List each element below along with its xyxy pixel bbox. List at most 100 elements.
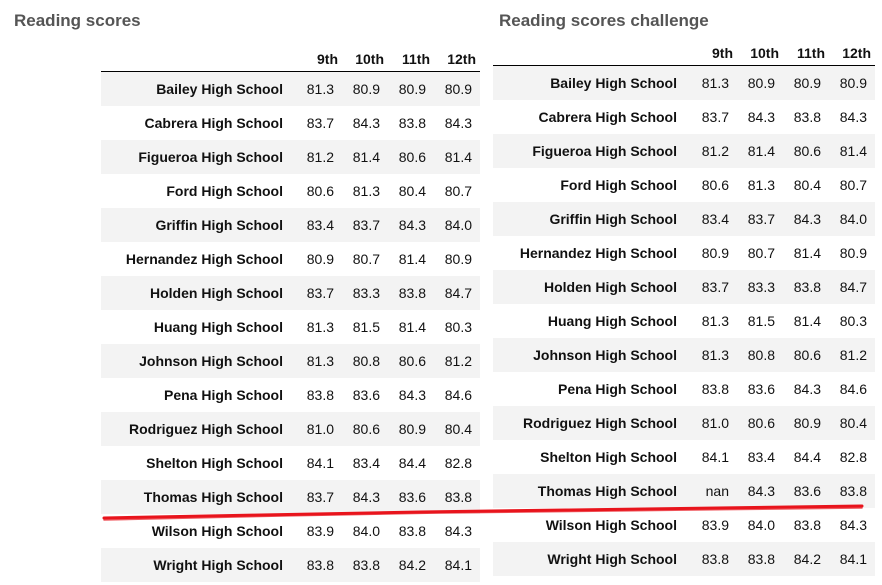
right-table-row: Shelton High School 84.1 83.4 84.4 82.8 (493, 439, 875, 474)
right-table-row: Ford High School 80.6 81.3 80.4 80.7 (493, 167, 875, 202)
right-table-row: Holden High School 83.7 83.3 83.8 84.7 (493, 269, 875, 304)
right-score-cell: 83.4 (701, 210, 729, 227)
left-table-header: 9th 10th 11th 12th (101, 41, 480, 72)
right-score-cell: 83.6 (793, 482, 821, 499)
right-score-cell: 80.6 (747, 414, 775, 431)
right-score-cell: 80.3 (839, 312, 867, 329)
right-score-cell: 81.0 (701, 414, 729, 431)
right-score-cell: 83.3 (747, 278, 775, 295)
left-score-cell: 83.8 (306, 556, 334, 573)
left-score-cell: 83.6 (398, 488, 426, 505)
right-col-header: 10th (737, 35, 783, 66)
right-school-name: Holden High School (544, 278, 677, 295)
left-table-row: Wilson High School 83.9 84.0 83.8 84.3 (101, 513, 480, 548)
right-score-cell: 81.4 (747, 142, 775, 159)
right-score-cell: 83.9 (701, 516, 729, 533)
right-table-header: 9th 10th 11th 12th (493, 35, 875, 66)
left-score-cell: 84.1 (444, 556, 472, 573)
left-school-name: Wright High School (153, 556, 283, 573)
left-col-header: 10th (342, 41, 388, 72)
left-score-cell: 84.3 (398, 216, 426, 233)
right-table-row: Huang High School 81.3 81.5 81.4 80.3 (493, 303, 875, 338)
left-school-name: Shelton High School (146, 454, 283, 471)
right-score-cell: 80.4 (793, 176, 821, 193)
right-school-name: Huang High School (547, 312, 677, 329)
left-score-cell: 80.9 (352, 80, 380, 97)
right-school-name: Figueroa High School (532, 142, 677, 159)
left-score-cell: 81.4 (398, 250, 426, 267)
right-school-name: Johnson High School (533, 346, 677, 363)
right-score-cell: 84.2 (793, 550, 821, 567)
left-col-header: 12th (434, 41, 480, 72)
right-table-row: Thomas High School nan 84.3 83.6 83.8 (493, 473, 875, 508)
right-table-row: Figueroa High School 81.2 81.4 80.6 81.4 (493, 133, 875, 168)
right-score-cell: 84.7 (839, 278, 867, 295)
left-score-cell: 81.2 (306, 148, 334, 165)
left-score-cell: 81.3 (306, 352, 334, 369)
left-score-cell: 81.0 (306, 420, 334, 437)
right-school-name: Griffin High School (549, 210, 677, 227)
left-table-row: Shelton High School 84.1 83.4 84.4 82.8 (101, 445, 480, 480)
left-score-cell: 84.4 (398, 454, 426, 471)
right-score-cell: 83.8 (701, 550, 729, 567)
left-score-cell: 84.0 (352, 522, 380, 539)
left-score-cell: 83.3 (352, 284, 380, 301)
left-score-cell: 83.6 (352, 386, 380, 403)
left-score-cell: 83.7 (352, 216, 380, 233)
left-school-name: Huang High School (153, 318, 283, 335)
right-score-cell: 84.0 (747, 516, 775, 533)
right-score-cell: 84.3 (793, 210, 821, 227)
right-table-row: Griffin High School 83.4 83.7 84.3 84.0 (493, 201, 875, 236)
left-score-cell: 80.3 (444, 318, 472, 335)
left-school-name: Hernandez High School (125, 250, 283, 267)
right-score-cell: 80.8 (747, 346, 775, 363)
right-table-row: Cabrera High School 83.7 84.3 83.8 84.3 (493, 99, 875, 134)
left-score-cell: 83.9 (306, 522, 334, 539)
left-score-cell: 81.4 (352, 148, 380, 165)
left-score-cell: 80.6 (306, 182, 334, 199)
right-score-cell: 84.3 (839, 108, 867, 125)
right-score-cell: 84.6 (839, 380, 867, 397)
left-score-cell: 82.8 (444, 454, 472, 471)
left-score-cell: 84.3 (352, 488, 380, 505)
left-col-header: 9th (297, 41, 342, 72)
left-table-row: Thomas High School 83.7 84.3 83.6 83.8 (101, 479, 480, 514)
right-score-cell: 83.8 (793, 278, 821, 295)
right-table-row: Hernandez High School 80.9 80.7 81.4 80.9 (493, 235, 875, 270)
left-score-cell: 84.7 (444, 284, 472, 301)
right-score-cell: 80.6 (793, 346, 821, 363)
right-score-cell: 80.7 (839, 176, 867, 193)
right-score-cell: 80.6 (793, 142, 821, 159)
left-table-row: Cabrera High School 83.7 84.3 83.8 84.3 (101, 105, 480, 140)
right-reading-scores-challenge-table: 9th 10th 11th 12th Bailey High School 81.… (493, 35, 875, 576)
right-score-cell: 80.4 (839, 414, 867, 431)
left-table-row: Huang High School 81.3 81.5 81.4 80.3 (101, 309, 480, 344)
left-score-cell: 80.9 (444, 250, 472, 267)
right-score-cell: 82.8 (839, 448, 867, 465)
left-score-cell: 80.8 (352, 352, 380, 369)
left-school-name: Pena High School (163, 386, 283, 403)
left-score-cell: 80.9 (398, 420, 426, 437)
left-score-cell: 81.3 (306, 80, 334, 97)
left-score-cell: 83.7 (306, 114, 334, 131)
left-table-row: Griffin High School 83.4 83.7 84.3 84.0 (101, 207, 480, 242)
right-school-name: Ford High School (560, 176, 677, 193)
left-score-cell: 81.3 (306, 318, 334, 335)
right-school-name: Pena High School (557, 380, 677, 397)
right-score-cell: 81.2 (701, 142, 729, 159)
right-table-row: Wright High School 83.8 83.8 84.2 84.1 (493, 541, 875, 576)
left-score-cell: 81.5 (352, 318, 380, 335)
right-col-header: 9th (691, 35, 737, 66)
left-score-cell: 80.7 (352, 250, 380, 267)
right-score-cell: 84.3 (747, 482, 775, 499)
right-score-cell: 81.4 (793, 312, 821, 329)
right-score-cell: 83.8 (747, 550, 775, 567)
left-score-cell: 84.3 (444, 114, 472, 131)
left-table-row: Figueroa High School 81.2 81.4 80.6 81.4 (101, 139, 480, 174)
left-score-cell: 80.9 (398, 80, 426, 97)
left-score-cell: 81.2 (444, 352, 472, 369)
left-score-cell: 83.4 (306, 216, 334, 233)
right-score-cell: 83.7 (701, 278, 729, 295)
right-score-cell: 80.9 (793, 414, 821, 431)
left-score-cell: 80.9 (444, 80, 472, 97)
